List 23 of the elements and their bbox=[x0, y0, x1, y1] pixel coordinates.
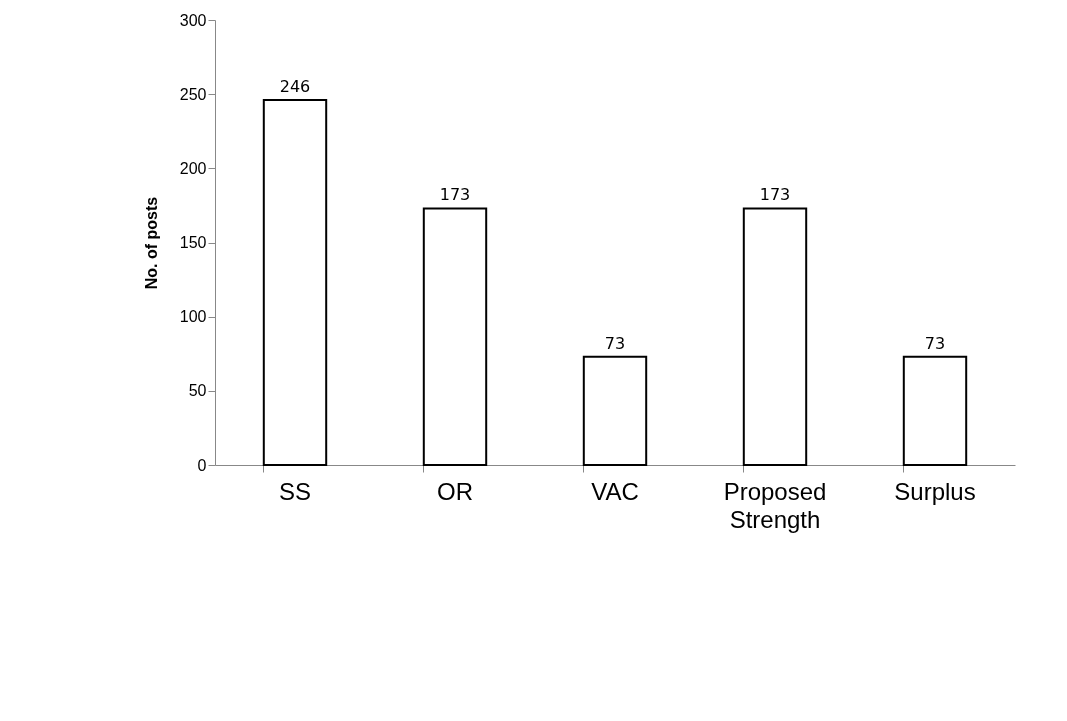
x-tick-label: Surplus bbox=[894, 477, 976, 505]
bar bbox=[422, 207, 488, 466]
bar bbox=[902, 355, 968, 466]
y-tick-label: 100 bbox=[179, 308, 207, 326]
data-label: 73 bbox=[924, 333, 946, 353]
data-label: 73 bbox=[604, 333, 626, 353]
x-tick-label: OR bbox=[437, 477, 473, 505]
y-tick-label: 150 bbox=[179, 234, 207, 251]
x-tick-label: Proposed Strength bbox=[723, 477, 827, 533]
data-label: 173 bbox=[439, 185, 471, 205]
y-tick-label: 250 bbox=[179, 85, 207, 103]
data-label: 173 bbox=[759, 185, 791, 205]
x-tick-label: SS bbox=[278, 477, 312, 505]
y-axis-title: No. of posts bbox=[142, 196, 160, 290]
y-tick-label: 300 bbox=[179, 11, 207, 29]
data-label: 246 bbox=[279, 77, 311, 97]
bar bbox=[582, 355, 648, 466]
y-tick-label: 50 bbox=[188, 382, 207, 400]
bar bbox=[742, 207, 808, 466]
x-tick-label: VAC bbox=[591, 477, 639, 505]
y-tick-label: 200 bbox=[179, 159, 207, 177]
y-tick-label: 0 bbox=[197, 456, 207, 474]
bar bbox=[262, 99, 328, 466]
